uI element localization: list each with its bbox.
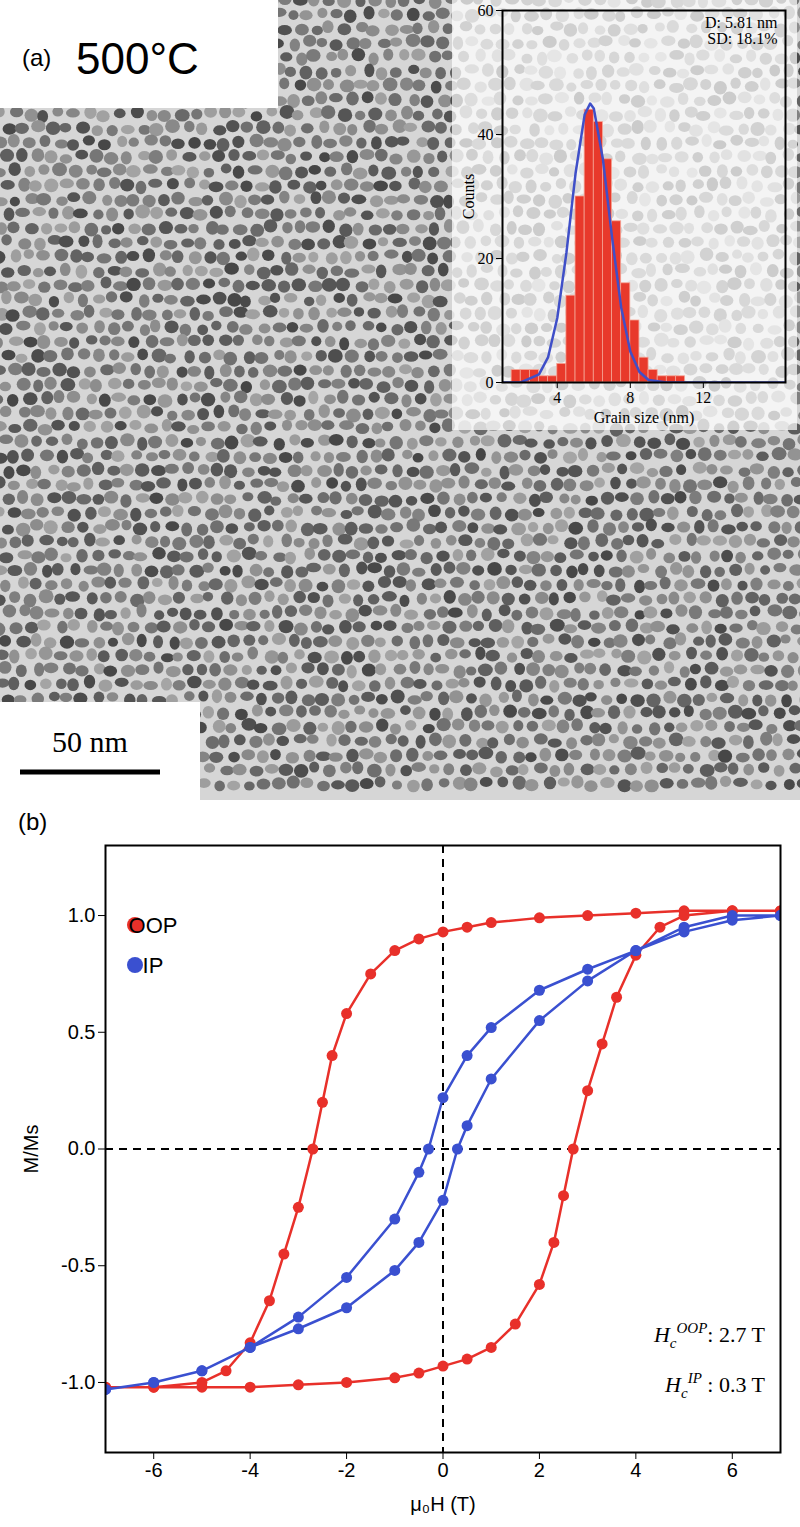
svg-text:12: 12 — [695, 389, 711, 406]
svg-text:0.5: 0.5 — [68, 1021, 96, 1043]
svg-text:HcOOP: 2.7 T: HcOOP: 2.7 T — [653, 1320, 766, 1351]
svg-text:-1.0: -1.0 — [61, 1371, 95, 1393]
svg-text:(a): (a) — [22, 44, 51, 71]
svg-text:4: 4 — [553, 389, 561, 406]
svg-text:60: 60 — [478, 2, 494, 19]
svg-text:Grain size (nm): Grain size (nm) — [594, 409, 694, 427]
svg-text:μ₀H (T): μ₀H (T) — [410, 1493, 475, 1515]
svg-text:-4: -4 — [241, 1459, 259, 1481]
svg-text:0: 0 — [486, 374, 494, 391]
svg-text:Counts: Counts — [460, 174, 477, 219]
svg-text:40: 40 — [478, 126, 494, 143]
svg-text:500°C: 500°C — [76, 34, 199, 83]
svg-text:0.0: 0.0 — [68, 1137, 96, 1159]
svg-text:2: 2 — [534, 1459, 545, 1481]
svg-text:6: 6 — [727, 1459, 738, 1481]
svg-text:-2: -2 — [338, 1459, 356, 1481]
svg-text:D: 5.81 nmSD: 18.1%: D: 5.81 nmSD: 18.1% — [705, 14, 778, 47]
svg-text:IP: IP — [143, 953, 164, 978]
svg-text:4: 4 — [630, 1459, 641, 1481]
svg-text:1.0: 1.0 — [68, 904, 96, 926]
svg-text:-6: -6 — [145, 1459, 163, 1481]
svg-text:0: 0 — [437, 1459, 448, 1481]
svg-text:-0.5: -0.5 — [61, 1254, 95, 1276]
svg-text:HcIP : 0.3 T: HcIP : 0.3 T — [664, 1370, 765, 1401]
svg-text:M/Ms: M/Ms — [20, 1125, 42, 1174]
html-text:(b): (b) — [18, 808, 48, 835]
svg-text:20: 20 — [478, 250, 494, 267]
svg-text:8: 8 — [626, 389, 634, 406]
svg-text:OOP: OOP — [129, 913, 178, 938]
svg-text:50 nm: 50 nm — [52, 725, 128, 758]
